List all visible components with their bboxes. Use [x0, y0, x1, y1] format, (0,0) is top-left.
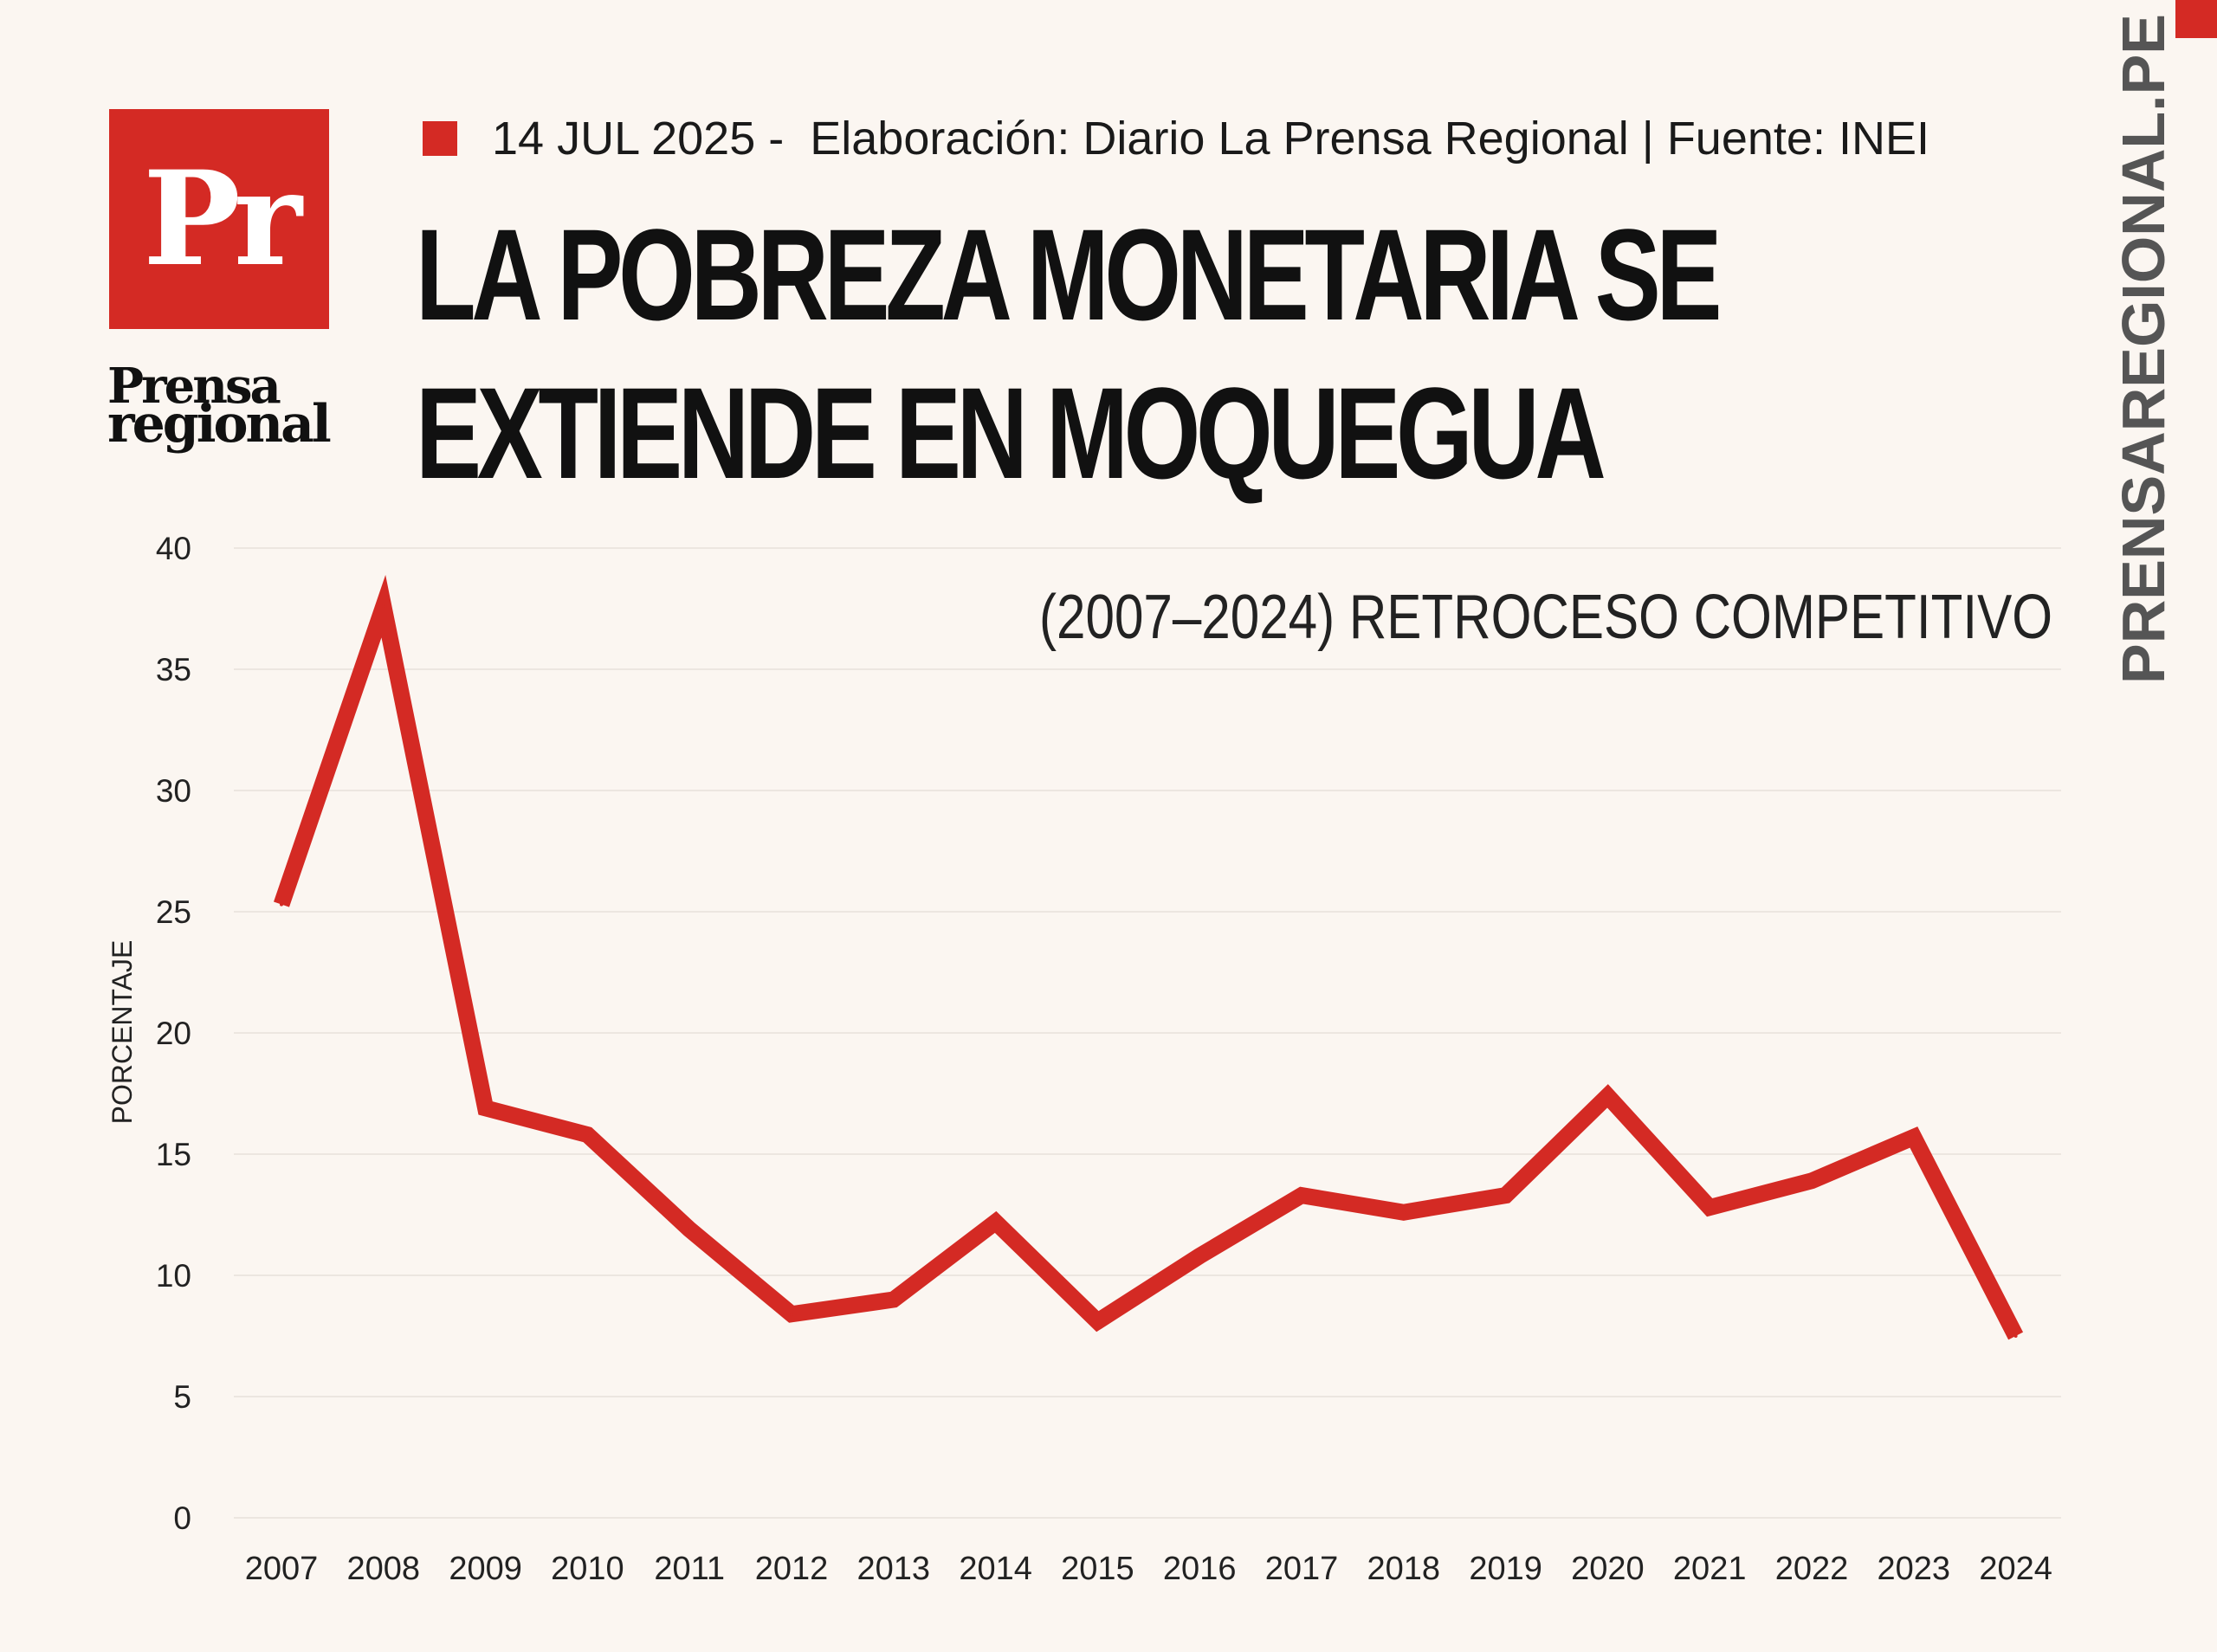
data-point-2021 [1708, 1205, 1712, 1210]
data-point-2020 [1606, 1094, 1610, 1098]
x-tick-label-2014: 2014 [959, 1551, 1032, 1587]
meta-credit: Elaboración: Diario La Prensa Regional |… [810, 113, 1929, 165]
data-point-2022 [1810, 1178, 1813, 1183]
logo: Pr [109, 109, 329, 329]
headline-line-2: EXTIENDE EN MOQUEGUA [416, 360, 1606, 506]
x-tick-label-2013: 2013 [857, 1551, 931, 1587]
x-tick-label-2021: 2021 [1673, 1551, 1747, 1587]
data-point-2014 [993, 1220, 998, 1224]
meta-separator: - [755, 113, 811, 165]
x-tick-label-2010: 2010 [551, 1551, 624, 1587]
data-point-2010 [585, 1133, 590, 1137]
data-point-2018 [1401, 1210, 1406, 1215]
y-tick-label-5: 5 [173, 1379, 191, 1415]
y-tick-label-25: 25 [156, 894, 191, 930]
meta-row: 14 JUL 2025 - Elaboración: Diario La Pre… [423, 106, 1929, 171]
y-tick-label-20: 20 [156, 1016, 191, 1051]
y-tick-label-40: 40 [156, 531, 191, 566]
x-tick-label-2019: 2019 [1469, 1551, 1542, 1587]
logo-word-bottom: regional [107, 394, 332, 455]
x-tick-label-2009: 2009 [449, 1551, 522, 1587]
logo-mark: Pr [143, 143, 302, 295]
x-tick-label-2020: 2020 [1571, 1551, 1645, 1587]
headline-line-1: LA POBREZA MONETARIA SE [416, 202, 1723, 347]
x-tick-label-2022: 2022 [1775, 1551, 1849, 1587]
x-tick-label-2016: 2016 [1163, 1551, 1237, 1587]
x-tick-label-2017: 2017 [1265, 1551, 1339, 1587]
x-tick-label-2012: 2012 [755, 1551, 829, 1587]
chart-subtitle: (2007–2024) RETROCESO COMPETITIVO [1039, 583, 2052, 652]
data-point-2007 [280, 902, 283, 907]
meta-bullet-icon [423, 121, 457, 156]
chart-grid [234, 547, 2061, 1519]
y-tick-label-10: 10 [156, 1258, 191, 1294]
x-tick-label-2007: 2007 [245, 1551, 319, 1587]
x-axis-ticks: 2007 2008 2009 2010 2011 2012 2013 2014 2015 2016… [245, 1551, 2052, 1587]
x-tick-label-2018: 2018 [1367, 1551, 1441, 1587]
chart-series [274, 575, 2024, 1340]
series-line-0 [274, 575, 2024, 1340]
data-point-2019 [1503, 1193, 1508, 1197]
corner-accent-tab [2175, 0, 2217, 38]
data-point-2017 [1300, 1193, 1303, 1197]
y-tick-label-0: 0 [173, 1500, 191, 1536]
x-tick-label-2023: 2023 [1878, 1551, 1951, 1587]
x-tick-label-2008: 2008 [347, 1551, 421, 1587]
data-point-2016 [1198, 1254, 1202, 1258]
y-axis-ticks: 0 5 10 15 20 25 30 35 40 [156, 531, 191, 1536]
y-tick-label-30: 30 [156, 773, 191, 809]
data-point-2015 [1096, 1320, 1100, 1324]
x-tick-label-2015: 2015 [1061, 1551, 1134, 1587]
data-point-2024 [2013, 1334, 2018, 1338]
data-point-2009 [483, 1106, 488, 1110]
y-tick-label-35: 35 [156, 652, 191, 687]
x-tick-label-2011: 2011 [654, 1551, 725, 1587]
data-point-2012 [790, 1312, 793, 1316]
data-point-2011 [688, 1227, 692, 1231]
data-point-2008 [381, 604, 385, 609]
x-tick-label-2024: 2024 [1979, 1551, 2052, 1587]
logo-word-top: Prensa [107, 358, 281, 415]
headline: LA POBREZA MONETARIA SE EXTIENDE EN MOQU… [416, 196, 1723, 513]
data-point-2023 [1911, 1135, 1916, 1139]
y-axis-title: PORCENTAJE [107, 940, 138, 1125]
meta-date: 14 JUL 2025 [492, 113, 756, 165]
data-point-2013 [891, 1298, 895, 1301]
y-tick-label-15: 15 [156, 1137, 191, 1172]
